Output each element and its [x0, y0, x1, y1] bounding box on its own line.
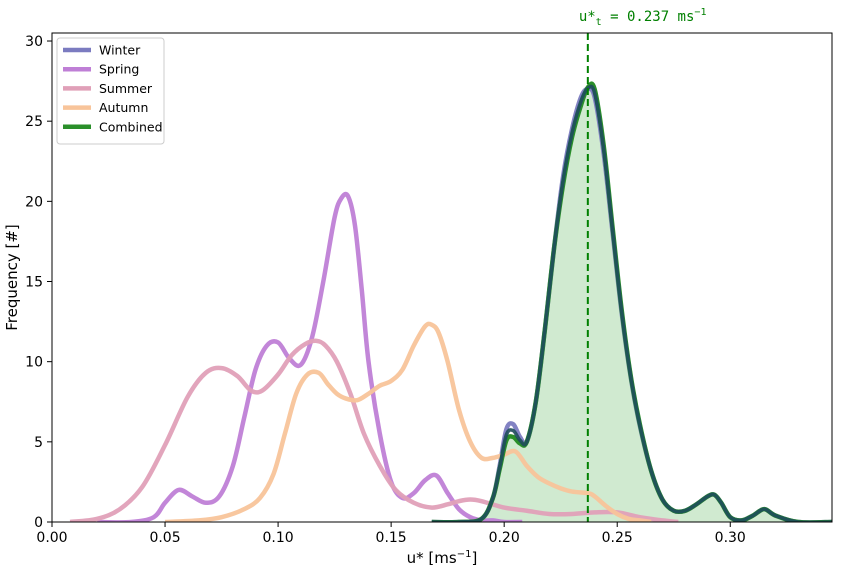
- legend-label-winter: Winter: [99, 43, 141, 58]
- y-tick-label: 15: [25, 275, 43, 291]
- series-line-spring: [97, 191, 523, 522]
- x-tick-label: 0.20: [489, 530, 520, 546]
- legend-label-spring: Spring: [99, 62, 139, 77]
- x-axis-label: u* [ms−1]: [407, 549, 478, 567]
- x-axis-label-exponent: −1: [457, 549, 472, 560]
- series-line-winter-combined-overlap: [431, 84, 832, 522]
- y-axis-label: Frequency [#]: [3, 224, 21, 331]
- series-line-autumn: [164, 321, 652, 522]
- x-tick-label: 0.15: [376, 530, 407, 546]
- x-axis-label-end: ]: [471, 549, 477, 567]
- x-tick-label: 0.30: [715, 530, 746, 546]
- threshold-label-symbol: u*: [579, 9, 596, 25]
- y-tick-label: 30: [25, 34, 43, 50]
- y-tick-label: 10: [25, 355, 43, 371]
- threshold-label: u*t = 0.237 ms−1: [579, 7, 707, 28]
- x-tick-label: 0.00: [36, 530, 67, 546]
- plot-border: [51, 32, 833, 523]
- y-axis-ticks: 0 5 10 15 20 25 30: [25, 34, 52, 531]
- x-axis-ticks: 0.00 0.05 0.10 0.15 0.20 0.25 0.30: [36, 522, 746, 546]
- threshold-label-subscript: t: [596, 17, 602, 28]
- x-tick-label: 0.10: [263, 530, 294, 546]
- threshold-label-exponent: −1: [694, 7, 706, 18]
- x-tick-label: 0.25: [602, 530, 633, 546]
- x-tick-label: 0.05: [149, 530, 180, 546]
- legend-label-combined: Combined: [99, 119, 163, 134]
- combined-fill: [431, 83, 832, 522]
- plot-area: [52, 33, 832, 522]
- legend-label-autumn: Autumn: [99, 100, 148, 115]
- y-tick-label: 5: [34, 435, 43, 451]
- legend: Winter Spring Summer Autumn Combined: [56, 37, 165, 145]
- y-tick-label: 20: [25, 194, 43, 210]
- legend-label-summer: Summer: [99, 81, 153, 96]
- y-tick-label: 0: [34, 515, 43, 531]
- plot-frame: [51, 32, 833, 523]
- threshold-label-value: = 0.237 ms: [602, 9, 695, 25]
- series-overlap: [431, 84, 832, 522]
- combined-fill-area: [431, 83, 832, 522]
- plot-background: [52, 33, 832, 522]
- series-line-summer: [69, 338, 679, 522]
- legend-box: [56, 37, 165, 145]
- y-tick-label: 25: [25, 114, 43, 130]
